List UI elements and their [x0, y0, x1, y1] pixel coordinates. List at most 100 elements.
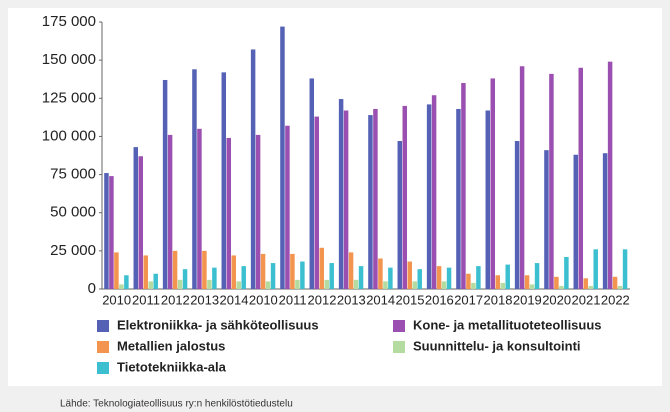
bar: [167, 134, 173, 289]
bar: [241, 266, 246, 289]
bar: [505, 264, 510, 289]
bar: [324, 279, 329, 289]
bar: [329, 263, 334, 289]
bar: [622, 249, 628, 289]
bar: [290, 253, 295, 289]
bar: [593, 249, 598, 289]
bar: [554, 276, 559, 289]
bar: [104, 173, 109, 289]
bar: [358, 266, 364, 289]
bar: [407, 261, 412, 289]
x-tick-label: 2012: [308, 292, 337, 307]
bar: [265, 281, 271, 289]
bar: [197, 128, 202, 289]
bar: [172, 250, 178, 289]
legend-label: Metallien jalostus: [117, 338, 225, 353]
bar: [202, 250, 207, 289]
bar: [353, 279, 359, 289]
bar: [285, 125, 290, 290]
legend-swatch: [393, 341, 405, 353]
x-tick-label: 2012: [161, 292, 190, 307]
bar: [456, 108, 461, 289]
bar: [348, 252, 354, 289]
bar: [192, 69, 197, 289]
y-tick-label: 75 000: [50, 166, 96, 183]
bar: [524, 275, 530, 289]
bar: [250, 49, 256, 289]
bar: [607, 61, 613, 289]
bar: [529, 284, 535, 289]
bar: [124, 275, 129, 289]
bar: [588, 285, 593, 289]
bar: [461, 83, 466, 290]
bar: [119, 284, 124, 289]
bar: [236, 281, 241, 289]
x-tick-label: 2013: [190, 292, 219, 307]
bar: [514, 141, 520, 289]
bar: [182, 269, 188, 289]
bar: [226, 137, 232, 289]
y-tick-label: 25 000: [50, 242, 96, 259]
legend-label: Suunnittelu- ja konsultointi: [413, 338, 581, 353]
x-tick-label: 2014: [366, 292, 395, 307]
bar: [177, 279, 183, 289]
bar: [295, 279, 300, 289]
bar: [260, 253, 266, 289]
x-tick-label: 2020: [542, 292, 571, 307]
y-tick-label: 125 000: [42, 89, 96, 106]
bar: [231, 255, 236, 289]
source: Lähde: Teknologiateollisuus ry:n henkilö…: [60, 399, 293, 410]
bar: [564, 256, 569, 289]
bar: [314, 116, 320, 289]
bar: [485, 110, 491, 290]
bar: [109, 176, 114, 289]
bar: [441, 281, 447, 289]
bar: [309, 78, 315, 289]
bar: [402, 105, 408, 290]
y-tick-label: 0: [88, 280, 96, 297]
bar: [397, 141, 403, 289]
bar: [583, 278, 588, 289]
legend-swatch: [97, 341, 109, 353]
bar: [471, 282, 476, 289]
bar: [143, 255, 148, 289]
legend-label: Elektroniikka- ja sähköteollisuus: [117, 317, 319, 332]
bar: [280, 26, 285, 289]
bar: [153, 273, 158, 289]
bar: [476, 266, 481, 289]
bar: [373, 108, 378, 289]
legend-swatch: [393, 320, 405, 332]
x-tick-label: 2021: [572, 292, 601, 307]
bar: [495, 275, 500, 289]
x-tick-label: 2010: [249, 292, 278, 307]
x-tick-label: 2017: [454, 292, 483, 307]
legend-swatch: [97, 362, 109, 374]
bar: [602, 153, 608, 289]
x-tick-label: 2016: [425, 292, 454, 307]
bar: [378, 258, 383, 289]
x-tick-label: 2022: [601, 292, 630, 307]
bar: [578, 67, 584, 290]
bar: [412, 281, 417, 289]
bar: [319, 247, 324, 289]
bar: [519, 66, 525, 289]
bar: [431, 95, 437, 289]
bar: [221, 72, 227, 289]
bar: [544, 150, 549, 289]
bar: [207, 279, 212, 289]
x-tick-label: 2014: [220, 292, 249, 307]
bar: [133, 147, 139, 289]
bar: [446, 267, 452, 289]
x-tick-label: 2019: [513, 292, 542, 307]
x-tick-label: 2015: [396, 292, 425, 307]
legend-swatch: [97, 320, 109, 332]
y-tick-label: 100 000: [42, 127, 96, 144]
bar: [466, 273, 471, 289]
legend-label: Tietotekniikka-ala: [117, 359, 227, 374]
bar: [559, 285, 564, 289]
bar: [549, 73, 554, 289]
x-tick-label: 2011: [279, 292, 307, 307]
bar: [436, 266, 442, 289]
bar: [114, 252, 119, 289]
